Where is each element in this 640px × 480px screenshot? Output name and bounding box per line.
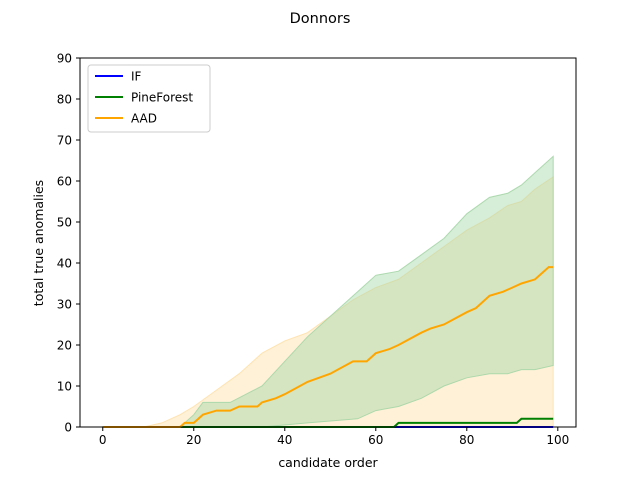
legend-label-pineforest: PineForest xyxy=(131,91,193,105)
x-tick-label: 80 xyxy=(459,433,474,447)
y-tick-label: 10 xyxy=(57,380,72,394)
y-tick-label: 0 xyxy=(64,421,72,435)
x-tick-label: 0 xyxy=(99,433,107,447)
x-axis-label: candidate order xyxy=(278,455,378,470)
x-tick-label: 40 xyxy=(277,433,292,447)
x-tick-label: 60 xyxy=(368,433,383,447)
y-tick-label: 40 xyxy=(57,257,72,271)
y-axis: 0 10 20 30 40 50 60 70 80 90 xyxy=(57,52,80,435)
legend-label-aad: AAD xyxy=(131,112,157,126)
y-tick-label: 60 xyxy=(57,175,72,189)
chart-title: Donnors xyxy=(290,11,351,27)
legend: IF PineForest AAD xyxy=(87,64,211,133)
legend-box xyxy=(87,64,211,133)
x-tick-label: 20 xyxy=(186,433,201,447)
y-axis-label: total true anomalies xyxy=(31,180,46,306)
confidence-bands xyxy=(102,155,554,428)
x-tick-label: 100 xyxy=(546,433,569,447)
y-tick-label: 70 xyxy=(57,134,72,148)
band-pineforest xyxy=(102,155,554,428)
series-line-aad xyxy=(102,266,554,428)
plot-frame xyxy=(79,57,577,428)
legend-label-if: IF xyxy=(131,70,142,84)
y-tick-label: 90 xyxy=(57,52,72,66)
y-tick-label: 20 xyxy=(57,339,72,353)
y-tick-label: 50 xyxy=(57,216,72,230)
y-tick-label: 80 xyxy=(57,93,72,107)
x-axis: 0 20 40 60 80 100 xyxy=(99,427,569,447)
y-tick-label: 30 xyxy=(57,298,72,312)
